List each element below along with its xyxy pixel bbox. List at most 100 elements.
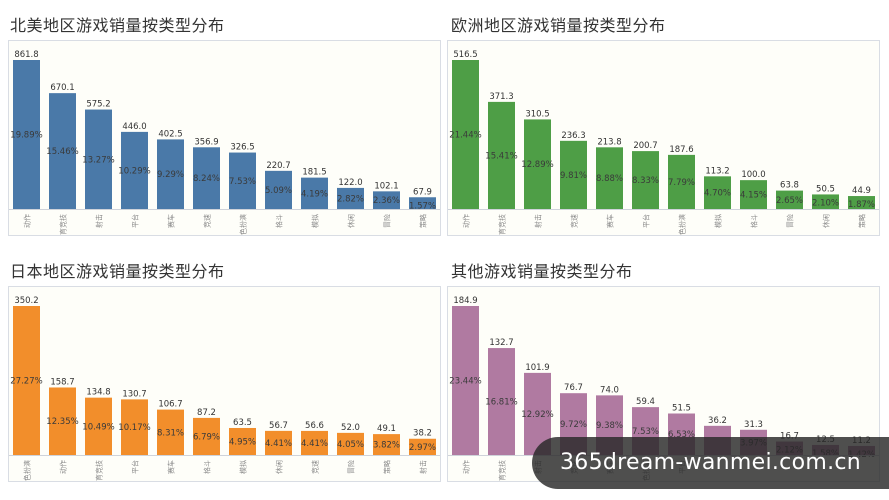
percent-label: 2.36% — [373, 196, 400, 206]
bar — [812, 194, 839, 209]
chart-title-other: 其他游戏销量按类型分布 — [451, 262, 633, 281]
category-tick-label: 休闲 — [275, 460, 284, 474]
category-tick-label: 射击 — [95, 214, 104, 228]
value-label: 113.2 — [705, 166, 729, 176]
category-tick-label: 竞速 — [311, 460, 320, 474]
chart-svg: 516.5 21.44% 动作 371.3 15.41% 体育竞技 310.5 12.89% 射… — [448, 50, 879, 235]
percent-label: 13.27% — [82, 155, 114, 165]
value-label: 134.8 — [86, 388, 110, 398]
category-tick-label: 策略 — [419, 214, 428, 228]
percent-label: 1.57% — [409, 201, 436, 211]
percent-label: 4.70% — [704, 189, 731, 199]
value-label: 326.5 — [230, 143, 254, 153]
percent-label: 4.05% — [337, 440, 364, 450]
value-label: 446.0 — [122, 122, 146, 132]
value-label: 187.6 — [669, 145, 693, 155]
percent-label: 9.81% — [560, 171, 587, 181]
percent-label: 3.82% — [373, 441, 400, 451]
percent-label: 10.17% — [118, 423, 150, 433]
percent-label: 8.88% — [596, 174, 623, 184]
bar — [85, 397, 112, 455]
value-label: 74.0 — [600, 385, 619, 395]
bar — [409, 438, 436, 455]
percent-label: 27.27% — [10, 377, 42, 387]
chart-japan: 350.2 27.27% 角色扮演 158.7 12.35% 动作 134.8 10.49% 体… — [8, 286, 441, 482]
value-label: 181.5 — [302, 168, 326, 178]
value-label: 184.9 — [453, 296, 477, 306]
bar — [776, 190, 803, 209]
percent-label: 4.15% — [740, 191, 767, 201]
value-label: 130.7 — [122, 389, 146, 399]
bar — [13, 60, 40, 209]
value-label: 371.3 — [489, 92, 513, 102]
bar — [121, 131, 148, 209]
percent-label: 10.29% — [118, 166, 150, 176]
value-label: 51.5 — [672, 403, 691, 413]
percent-label: 7.79% — [668, 178, 695, 188]
category-tick-label: 休闲 — [347, 214, 356, 228]
bar — [337, 187, 364, 209]
category-tick-label: 赛车 — [606, 214, 615, 228]
value-label: 38.2 — [413, 429, 432, 439]
category-tick-label: 体育竞技 — [498, 460, 507, 481]
percent-label: 10.49% — [82, 422, 114, 432]
value-label: 52.0 — [341, 423, 360, 433]
category-tick-label: 赛车 — [167, 214, 176, 228]
bar — [13, 306, 40, 455]
category-tick-label: 冒险 — [786, 214, 795, 228]
value-label: 76.7 — [564, 383, 583, 393]
category-tick-label: 动作 — [59, 460, 68, 474]
bar — [848, 196, 875, 209]
category-tick-label: 体育竞技 — [498, 214, 507, 235]
bar — [409, 197, 436, 209]
bar — [229, 152, 256, 209]
percent-label: 9.29% — [157, 170, 184, 180]
bar — [373, 191, 400, 209]
percent-label: 2.65% — [776, 196, 803, 206]
bar — [704, 176, 731, 209]
value-label: 310.5 — [525, 109, 549, 119]
bar — [632, 151, 659, 209]
percent-label: 6.53% — [668, 430, 695, 440]
value-label: 50.5 — [816, 184, 835, 194]
percent-label: 21.44% — [449, 131, 481, 141]
bar — [452, 306, 479, 455]
category-tick-label: 策略 — [383, 460, 392, 474]
bar — [301, 177, 328, 209]
percent-label: 12.35% — [46, 417, 78, 427]
bar — [49, 387, 76, 455]
bar — [740, 180, 767, 209]
value-label: 49.1 — [377, 424, 396, 434]
percent-label: 15.41% — [485, 151, 517, 161]
value-label: 220.7 — [266, 161, 290, 171]
percent-label: 2.10% — [812, 198, 839, 208]
value-label: 63.8 — [780, 181, 799, 191]
value-label: 102.1 — [374, 181, 398, 191]
chart-svg: 350.2 27.27% 角色扮演 158.7 12.35% 动作 134.8 10.49% 体… — [9, 296, 440, 481]
bar — [229, 427, 256, 455]
category-tick-label: 平台 — [131, 460, 140, 474]
bar — [337, 432, 364, 455]
value-label: 56.6 — [305, 421, 324, 431]
category-tick-label: 休闲 — [822, 214, 831, 228]
percent-label: 8.33% — [632, 176, 659, 186]
percent-label: 9.72% — [560, 420, 587, 430]
value-label: 861.8 — [14, 50, 38, 60]
category-tick-label: 动作 — [23, 214, 32, 228]
value-label: 16.7 — [780, 432, 799, 442]
bar — [193, 417, 220, 455]
category-tick-label: 模拟 — [239, 460, 248, 474]
bar — [157, 139, 184, 209]
category-tick-label: 平台 — [642, 214, 651, 228]
category-tick-label: 模拟 — [714, 214, 723, 228]
bar — [452, 60, 479, 209]
bar — [157, 409, 184, 455]
category-tick-label: 平台 — [131, 214, 140, 228]
category-tick-label: 冒险 — [383, 214, 392, 228]
bar — [301, 430, 328, 455]
category-tick-label: 赛车 — [167, 460, 176, 474]
bar — [596, 147, 623, 209]
percent-label: 1.87% — [848, 200, 875, 210]
chart-title-europe: 欧洲地区游戏销量按类型分布 — [451, 16, 666, 35]
bar — [488, 348, 515, 455]
